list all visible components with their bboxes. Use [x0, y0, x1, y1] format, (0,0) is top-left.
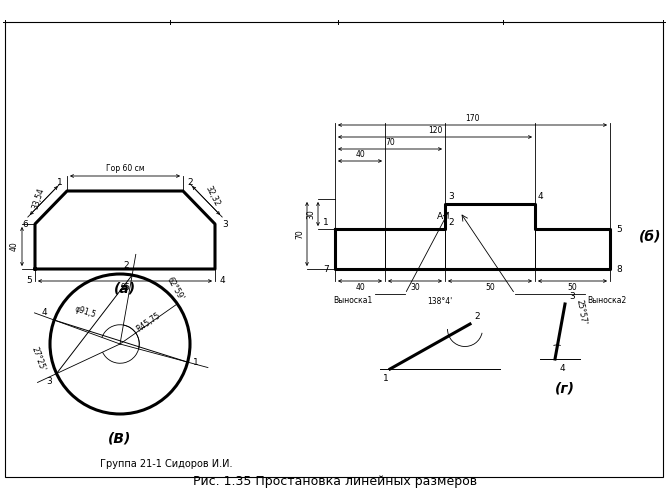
Text: 3: 3 [569, 292, 575, 301]
Text: φ91,5: φ91,5 [73, 304, 96, 319]
Text: 62°59': 62°59' [165, 276, 186, 302]
Text: 1: 1 [192, 358, 198, 367]
Text: Рис. 1.35 Простановка линейных размеров: Рис. 1.35 Простановка линейных размеров [193, 475, 477, 488]
Text: 3: 3 [46, 377, 52, 386]
Text: 6: 6 [22, 220, 28, 229]
Text: А: А [437, 212, 443, 221]
Text: 4: 4 [219, 276, 225, 285]
Text: (г): (г) [555, 381, 575, 395]
Text: 4: 4 [42, 308, 47, 317]
Text: 1: 1 [57, 178, 63, 187]
Text: 33,54: 33,54 [31, 187, 46, 211]
Text: 27°25': 27°25' [29, 346, 46, 372]
Text: 40: 40 [10, 242, 19, 251]
Text: 1: 1 [323, 218, 329, 227]
Text: 3: 3 [222, 220, 228, 229]
Text: 2: 2 [474, 312, 480, 321]
Text: Выноска2: Выноска2 [587, 296, 626, 305]
Text: 120: 120 [428, 126, 442, 135]
Text: 30: 30 [410, 283, 420, 292]
Text: 7: 7 [323, 264, 329, 273]
Text: 4: 4 [538, 192, 543, 201]
Text: Группа 21-1 Сидоров И.И.: Группа 21-1 Сидоров И.И. [100, 459, 232, 469]
Text: 1: 1 [383, 374, 389, 383]
Text: (В): (В) [109, 431, 132, 445]
Text: 5: 5 [616, 225, 622, 234]
Text: 40: 40 [355, 150, 365, 159]
Text: 8: 8 [616, 264, 622, 273]
Text: 5: 5 [26, 276, 32, 285]
Text: 30: 30 [306, 209, 315, 219]
Text: R45,75: R45,75 [134, 310, 161, 333]
Text: 4: 4 [560, 364, 565, 373]
Text: 50: 50 [485, 283, 495, 292]
Text: Выноска1: Выноска1 [334, 296, 373, 305]
Text: 40: 40 [355, 283, 365, 292]
Text: 2: 2 [448, 218, 454, 227]
Text: 50: 50 [567, 283, 578, 292]
Text: Гор 60 см: Гор 60 см [106, 164, 144, 173]
Text: 70: 70 [385, 138, 395, 147]
Text: 95: 95 [120, 283, 130, 292]
Text: 25°57': 25°57' [575, 299, 588, 325]
Text: 170: 170 [465, 114, 480, 123]
Text: (а): (а) [114, 281, 136, 295]
Text: 70: 70 [295, 229, 304, 239]
Text: 3: 3 [448, 192, 454, 201]
Text: 2: 2 [123, 261, 129, 270]
Text: 2: 2 [187, 178, 193, 187]
Text: (б): (б) [639, 229, 661, 243]
Text: 138°4': 138°4' [427, 297, 453, 306]
Text: 32,32: 32,32 [203, 185, 221, 208]
